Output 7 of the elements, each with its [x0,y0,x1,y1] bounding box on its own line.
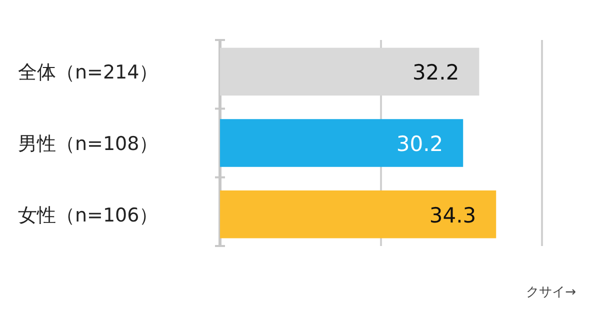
x-axis-title: クサイ→ [526,285,576,300]
y-tick-label: 男性（n=108） [18,133,158,155]
data-label: 30.2 [396,132,444,156]
data-label: 34.3 [429,203,476,228]
data-label: 32.2 [412,60,460,85]
y-tick-label: 全体（n=214） [18,62,158,84]
y-tick-label: 女性（n=106） [18,204,158,226]
